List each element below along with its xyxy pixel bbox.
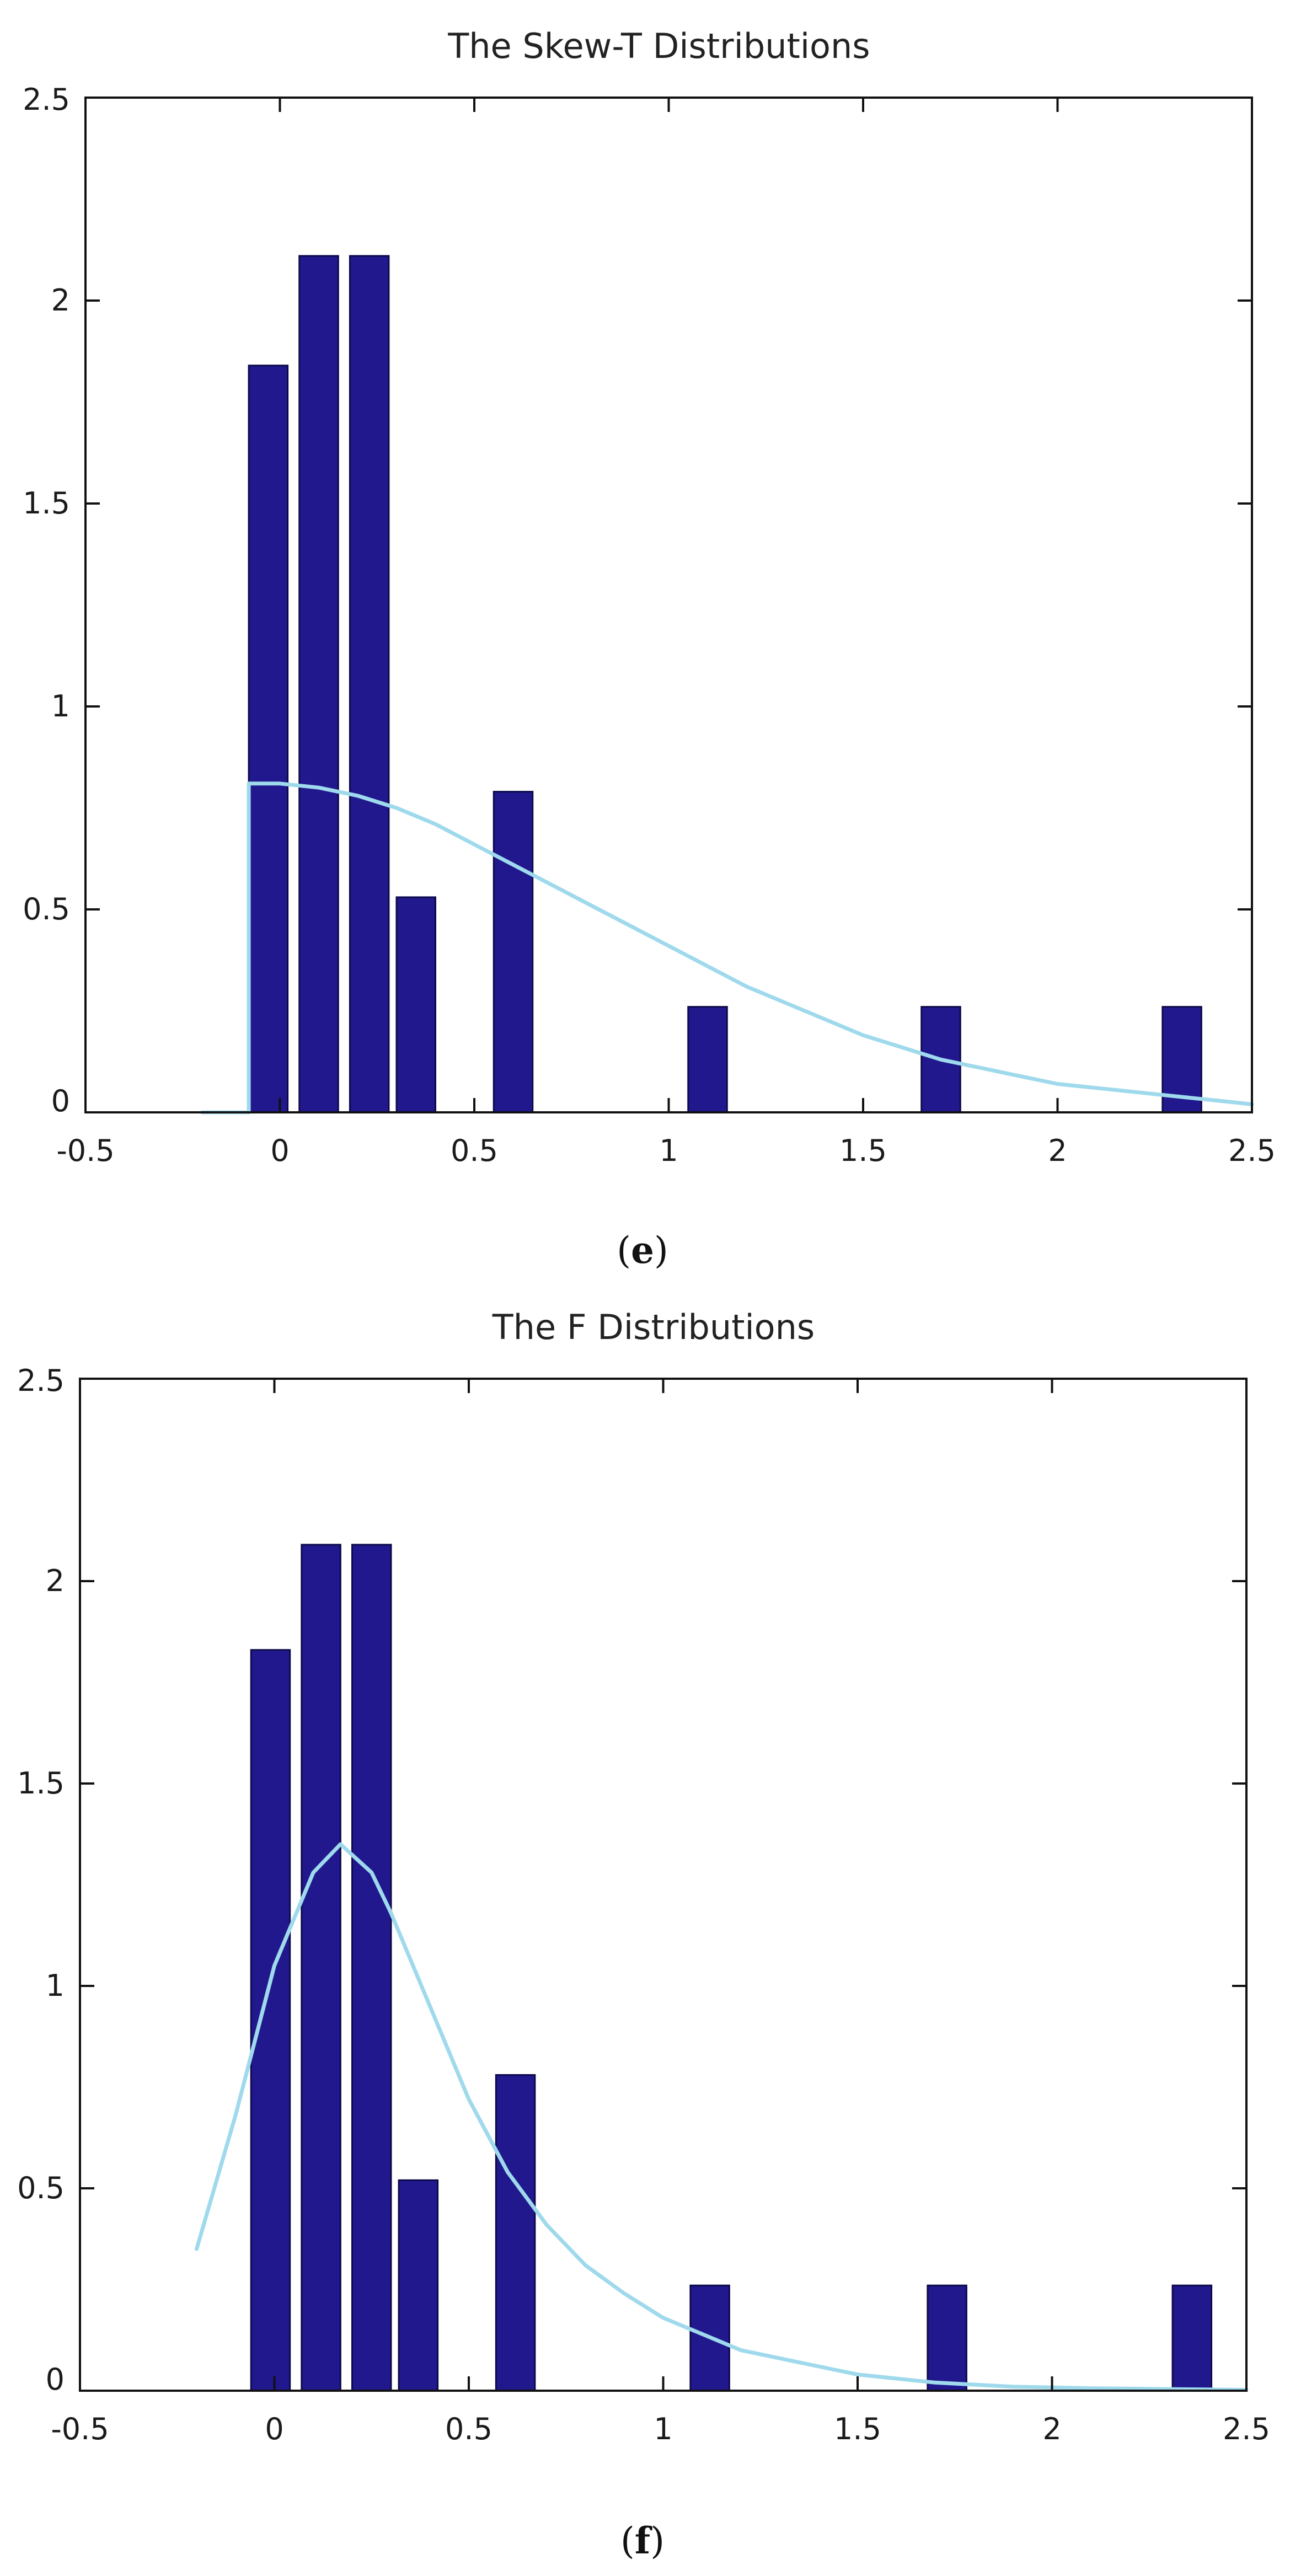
y-tick-label: 1 xyxy=(46,1968,65,2003)
histogram-bar xyxy=(301,1544,341,2392)
histogram-bar xyxy=(689,2284,730,2392)
histogram-bar xyxy=(398,2179,439,2392)
x-tick-label: 0 xyxy=(270,1133,289,1168)
x-tick-label: 0.5 xyxy=(451,1133,498,1168)
x-tick-label: 0 xyxy=(265,2412,283,2446)
fit-curve-layer xyxy=(200,781,1254,1115)
fit-curve xyxy=(195,1842,1249,2392)
histogram-bar xyxy=(495,2074,536,2392)
x-tick-label: 2 xyxy=(1042,2412,1061,2446)
y-tick-label: 0 xyxy=(46,2362,65,2397)
histogram-bar xyxy=(349,255,390,1113)
y-tick-label: 0 xyxy=(51,1084,70,1118)
panel-caption-letter: e xyxy=(631,1229,654,1272)
panel-caption: (f) xyxy=(620,2519,665,2562)
panel-caption: (e) xyxy=(617,1229,668,1272)
x-tick-label: 2.5 xyxy=(1228,1133,1276,1168)
chart-title: The F Distributions xyxy=(492,1307,815,1347)
bar-series xyxy=(248,255,1202,1113)
y-tick-label: 0.5 xyxy=(23,892,70,926)
bar-series xyxy=(250,1544,1213,2392)
y-tick-label: 1.5 xyxy=(23,486,70,521)
x-tick-label: 1 xyxy=(654,2412,672,2446)
f-distribution-chart: The F Distributions -0.5 0 0.5 1 1.5 2 2… xyxy=(17,1307,1270,2562)
histogram-bar xyxy=(687,1006,728,1113)
x-tick-labels: -0.5 0 0.5 1 1.5 2 2.5 xyxy=(51,2412,1270,2446)
x-tick-labels: -0.5 0 0.5 1 1.5 2 2.5 xyxy=(56,1133,1276,1168)
histogram-bar xyxy=(250,1649,291,2392)
y-tick-label: 2 xyxy=(51,283,70,318)
y-tick-label: 1 xyxy=(51,689,70,724)
tick-marks xyxy=(79,1378,1248,2392)
chart-title: The Skew-T Distributions xyxy=(447,26,870,66)
x-tick-label: 1 xyxy=(659,1133,678,1168)
histogram-bar xyxy=(298,255,339,1113)
x-tick-label: -0.5 xyxy=(51,2412,109,2446)
y-tick-labels: 0 0.5 1 1.5 2 2.5 xyxy=(17,1363,65,2397)
y-tick-label: 2 xyxy=(46,1563,65,1598)
y-tick-label: 0.5 xyxy=(17,2171,65,2205)
x-tick-label: -0.5 xyxy=(56,1133,114,1168)
histogram-bar xyxy=(493,791,534,1113)
x-tick-label: 1.5 xyxy=(839,1133,887,1168)
x-tick-label: 1.5 xyxy=(834,2412,881,2446)
histogram-bar xyxy=(351,1544,392,2392)
skew-t-chart: The Skew-T Distributions -0.5 0 0.5 1 1.… xyxy=(23,26,1276,1272)
y-tick-label: 2.5 xyxy=(17,1363,65,1398)
fit-curve xyxy=(200,781,1254,1115)
y-tick-label: 2.5 xyxy=(23,82,70,117)
tick-marks xyxy=(84,97,1253,1113)
histogram-bar xyxy=(395,896,436,1113)
histogram-bar xyxy=(248,365,289,1113)
x-tick-label: 2 xyxy=(1048,1133,1067,1168)
x-tick-label: 2.5 xyxy=(1223,2412,1270,2446)
histogram-bar xyxy=(927,2284,967,2392)
panel-caption-letter: f xyxy=(635,2519,652,2562)
y-tick-labels: 0 0.5 1 1.5 2 2.5 xyxy=(23,82,70,1118)
x-tick-label: 0.5 xyxy=(445,2412,493,2446)
y-tick-label: 1.5 xyxy=(17,1766,65,1801)
histogram-bar xyxy=(1171,2284,1213,2392)
fit-curve-layer xyxy=(195,1842,1249,2392)
